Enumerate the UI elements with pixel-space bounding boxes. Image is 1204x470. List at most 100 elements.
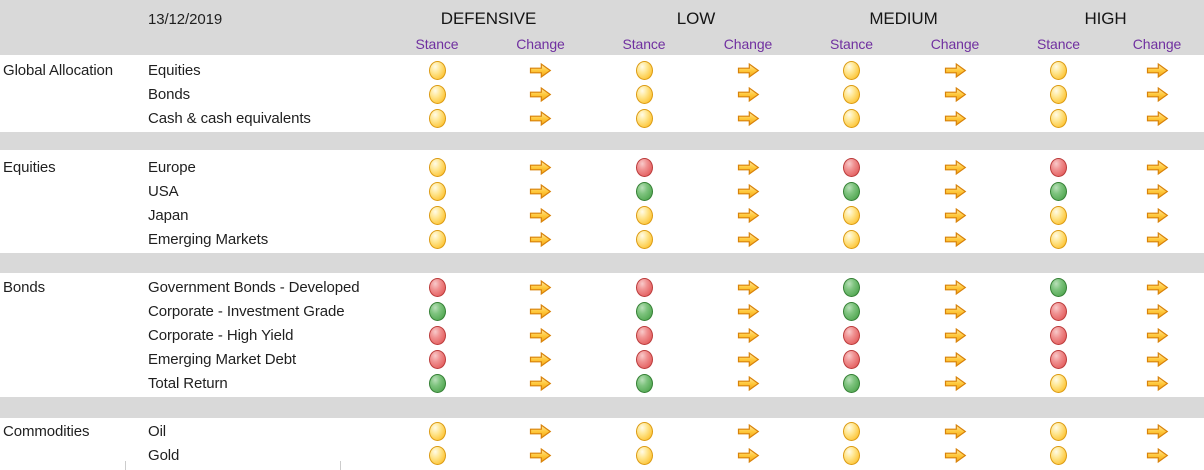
- section-separator: [0, 253, 1204, 273]
- right-arrow-icon: [529, 231, 552, 247]
- stance-cell: [800, 229, 903, 249]
- right-arrow-icon: [1146, 86, 1168, 102]
- row-label: Government Bonds - Developed: [148, 278, 360, 296]
- right-arrow-icon: [1146, 207, 1168, 223]
- stance-cell: [800, 108, 903, 128]
- neutral-stance-icon: [428, 84, 446, 104]
- stance-cell: [385, 421, 489, 441]
- row-label: USA: [148, 182, 179, 200]
- neutral-stance-icon: [1050, 421, 1067, 441]
- negative-stance-icon: [1050, 301, 1067, 321]
- change-cell: [696, 351, 800, 368]
- report-date: 13/12/2019: [148, 10, 223, 28]
- right-arrow-icon: [529, 183, 552, 199]
- neutral-stance-icon: [428, 445, 446, 465]
- stance-cell: [385, 277, 489, 297]
- right-arrow-icon: [944, 231, 966, 247]
- change-cell: [489, 303, 592, 320]
- right-arrow-icon: [944, 110, 966, 126]
- right-arrow-icon: [1146, 183, 1168, 199]
- change-cell: [696, 207, 800, 224]
- right-arrow-icon: [1146, 303, 1168, 319]
- change-cell: [1110, 231, 1204, 248]
- right-arrow-icon: [1146, 375, 1168, 391]
- table-row: USA: [0, 179, 1204, 203]
- right-arrow-icon: [737, 303, 759, 319]
- right-arrow-icon: [944, 207, 966, 223]
- stance-cell: [385, 60, 489, 80]
- right-arrow-icon: [1146, 231, 1168, 247]
- change-cell: [903, 351, 1007, 368]
- stance-column-header: Stance: [622, 36, 666, 52]
- change-cell: [1110, 303, 1204, 320]
- row-label: Oil: [148, 422, 167, 440]
- right-arrow-icon: [737, 231, 759, 247]
- neutral-stance-icon: [428, 229, 446, 249]
- negative-stance-icon: [428, 325, 446, 345]
- table-row: Equities Europe: [0, 155, 1204, 179]
- row-label: Corporate - Investment Grade: [148, 302, 345, 320]
- stance-cell: [800, 325, 903, 345]
- section-separator: [0, 132, 1204, 150]
- neutral-stance-icon: [843, 108, 860, 128]
- page-break-tick: [340, 461, 341, 470]
- right-arrow-icon: [529, 375, 552, 391]
- stance-cell: [800, 373, 903, 393]
- table-row: Bonds: [0, 82, 1204, 106]
- row-label: Corporate - High Yield: [148, 326, 294, 344]
- right-arrow-icon: [737, 447, 759, 463]
- table-row: Gold: [0, 443, 1204, 467]
- table-row: Global Allocation Equities: [0, 58, 1204, 82]
- right-arrow-icon: [737, 279, 759, 295]
- change-cell: [903, 279, 1007, 296]
- change-cell: [696, 86, 800, 103]
- stance-cell: [1007, 60, 1110, 80]
- section-equities: Equities Europe USA Japan Emerging Marke…: [0, 150, 1204, 253]
- neutral-stance-icon: [1050, 84, 1067, 104]
- right-arrow-icon: [529, 447, 552, 463]
- change-column-header: Change: [723, 36, 773, 52]
- change-cell: [1110, 447, 1204, 464]
- negative-stance-icon: [1050, 325, 1067, 345]
- right-arrow-icon: [944, 183, 966, 199]
- stance-cell: [385, 325, 489, 345]
- change-cell: [696, 159, 800, 176]
- group-label: Global Allocation: [3, 61, 114, 79]
- negative-stance-icon: [428, 277, 446, 297]
- neutral-stance-icon: [635, 445, 653, 465]
- neutral-stance-icon: [635, 421, 653, 441]
- stance-cell: [800, 277, 903, 297]
- right-arrow-icon: [529, 207, 552, 223]
- change-cell: [489, 447, 592, 464]
- stance-cell: [1007, 301, 1110, 321]
- neutral-stance-icon: [1050, 108, 1067, 128]
- stance-cell: [592, 157, 696, 177]
- right-arrow-icon: [944, 303, 966, 319]
- right-arrow-icon: [944, 447, 966, 463]
- stance-cell: [1007, 277, 1110, 297]
- change-cell: [903, 62, 1007, 79]
- stance-cell: [592, 181, 696, 201]
- stance-cell: [385, 373, 489, 393]
- change-cell: [903, 159, 1007, 176]
- stance-cell: [1007, 445, 1110, 465]
- neutral-stance-icon: [1050, 60, 1067, 80]
- right-arrow-icon: [737, 423, 759, 439]
- right-arrow-icon: [529, 423, 552, 439]
- stance-cell: [592, 349, 696, 369]
- right-arrow-icon: [944, 423, 966, 439]
- row-label: Cash & cash equivalents: [148, 109, 311, 127]
- change-cell: [903, 86, 1007, 103]
- stance-cell: [800, 205, 903, 225]
- stance-cell: [592, 277, 696, 297]
- row-label: Equities: [148, 61, 201, 79]
- neutral-stance-icon: [428, 108, 446, 128]
- right-arrow-icon: [944, 159, 966, 175]
- change-cell: [903, 231, 1007, 248]
- positive-stance-icon: [1050, 277, 1067, 297]
- change-cell: [1110, 207, 1204, 224]
- neutral-stance-icon: [428, 60, 446, 80]
- right-arrow-icon: [944, 351, 966, 367]
- neutral-stance-icon: [1050, 205, 1067, 225]
